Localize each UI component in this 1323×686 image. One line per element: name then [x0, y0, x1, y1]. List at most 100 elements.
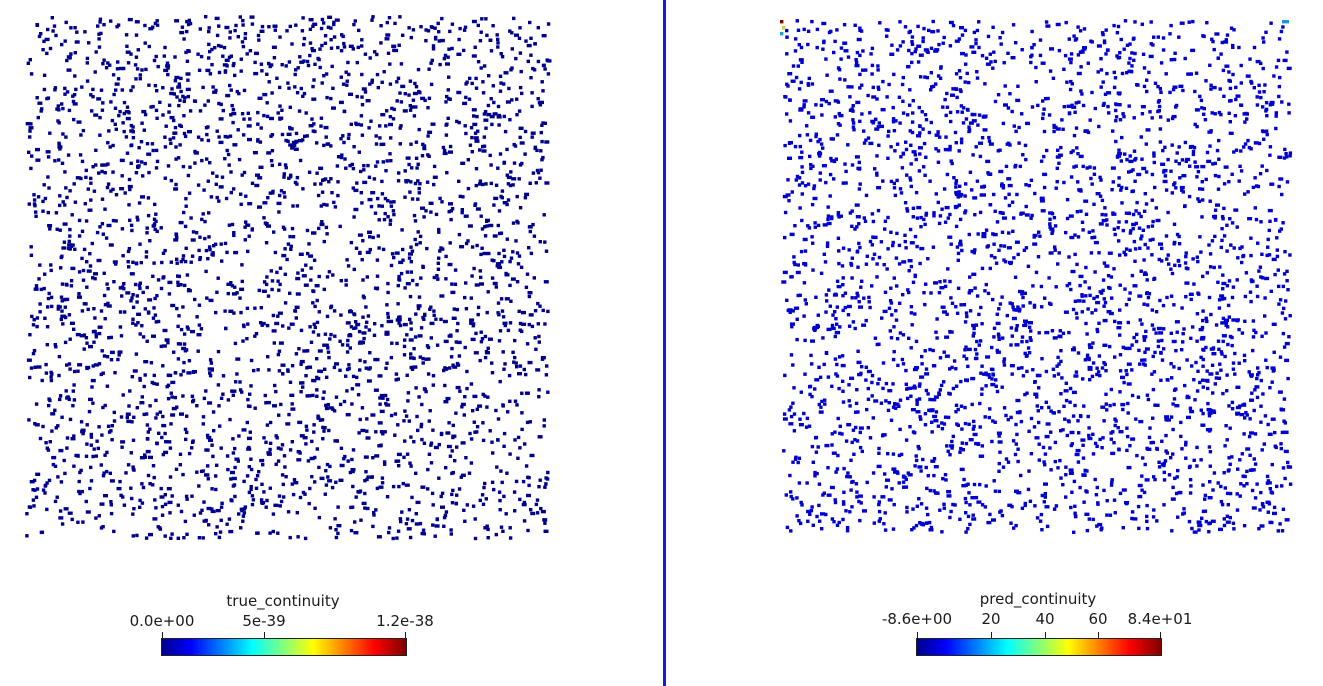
- data-point: [852, 128, 856, 132]
- data-point: [1245, 469, 1249, 474]
- data-point: [89, 432, 93, 437]
- data-point: [353, 207, 359, 212]
- data-point: [476, 129, 480, 133]
- data-point: [431, 428, 435, 432]
- data-point: [102, 163, 108, 167]
- data-point: [147, 170, 151, 175]
- data-point: [900, 166, 905, 170]
- data-point: [406, 391, 411, 395]
- data-point: [382, 217, 387, 222]
- data-point: [1116, 91, 1122, 95]
- data-point: [210, 509, 216, 514]
- data-point: [1078, 485, 1082, 490]
- data-point: [315, 171, 319, 175]
- data-point: [463, 295, 467, 300]
- data-point: [87, 409, 92, 414]
- data-point: [74, 40, 80, 44]
- data-point: [420, 154, 425, 158]
- data-point: [819, 142, 824, 146]
- data-point: [415, 283, 419, 287]
- data-point: [486, 527, 490, 532]
- data-point: [430, 25, 435, 30]
- data-point: [1130, 393, 1135, 398]
- view-divider[interactable]: [663, 0, 666, 686]
- data-point: [828, 89, 834, 93]
- data-point: [311, 378, 315, 383]
- data-point: [988, 512, 992, 517]
- data-point: [84, 168, 88, 173]
- data-point: [277, 311, 283, 315]
- data-point: [476, 305, 481, 310]
- data-point: [243, 238, 247, 242]
- data-point: [106, 141, 110, 145]
- data-point: [458, 26, 462, 31]
- data-point: [359, 123, 364, 127]
- data-point: [810, 19, 814, 24]
- data-point: [338, 224, 342, 229]
- data-point: [1201, 198, 1205, 202]
- data-point: [1095, 300, 1101, 305]
- data-point: [61, 322, 65, 326]
- data-point: [322, 429, 326, 433]
- data-point: [168, 475, 173, 479]
- data-point: [205, 157, 209, 161]
- data-point: [216, 43, 221, 48]
- data-point: [960, 110, 964, 114]
- data-point: [903, 25, 908, 29]
- data-point: [270, 287, 274, 292]
- data-point: [993, 420, 997, 424]
- data-point: [1095, 485, 1099, 490]
- data-point: [329, 332, 333, 337]
- data-point: [1196, 520, 1202, 524]
- data-point: [1108, 403, 1112, 408]
- data-point: [290, 402, 294, 406]
- data-point: [257, 470, 261, 474]
- data-point: [307, 170, 312, 174]
- data-point: [864, 138, 868, 142]
- data-point: [986, 520, 992, 525]
- data-point: [1282, 397, 1287, 401]
- data-point: [154, 398, 158, 403]
- data-point: [282, 454, 287, 458]
- data-point: [535, 368, 541, 372]
- data-point: [806, 42, 810, 47]
- data-point: [199, 469, 204, 474]
- data-point: [319, 182, 323, 186]
- data-point: [312, 379, 317, 383]
- data-point: [463, 214, 469, 218]
- data-point: [264, 241, 269, 245]
- data-point: [1160, 439, 1164, 443]
- data-point: [943, 473, 948, 477]
- data-point: [836, 453, 840, 458]
- data-point: [299, 60, 305, 64]
- data-point: [877, 519, 881, 523]
- data-point: [496, 301, 501, 305]
- data-point: [342, 140, 346, 145]
- data-point: [789, 490, 793, 494]
- data-point: [1118, 333, 1122, 337]
- data-point: [182, 332, 187, 336]
- data-point: [146, 196, 151, 200]
- data-point: [54, 426, 58, 430]
- data-point: [815, 27, 820, 32]
- data-point: [1195, 255, 1199, 259]
- data-point: [197, 536, 202, 540]
- data-point: [474, 283, 480, 287]
- data-point: [300, 29, 305, 33]
- data-point: [512, 16, 516, 21]
- data-point: [246, 322, 250, 326]
- data-point: [1277, 302, 1281, 306]
- data-point: [224, 196, 229, 201]
- data-point: [511, 350, 515, 354]
- data-point: [64, 389, 68, 393]
- data-point: [922, 141, 927, 146]
- data-point: [375, 52, 379, 57]
- data-point: [1073, 299, 1078, 303]
- data-point: [1151, 440, 1155, 445]
- data-point: [197, 484, 201, 488]
- data-point: [345, 389, 349, 393]
- data-point: [1287, 335, 1291, 339]
- data-point: [167, 110, 171, 114]
- data-point: [533, 336, 537, 340]
- data-point: [868, 111, 872, 115]
